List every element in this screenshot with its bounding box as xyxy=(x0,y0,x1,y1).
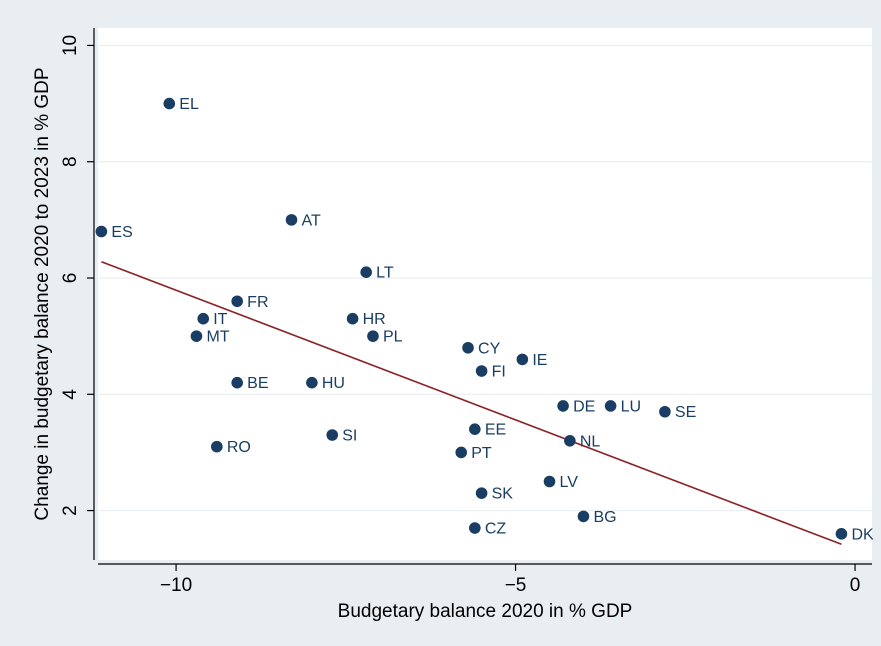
point-hu xyxy=(306,376,318,389)
point-ro xyxy=(211,440,223,453)
fit-line xyxy=(101,260,842,546)
point-pl xyxy=(367,330,379,342)
point-lt xyxy=(360,266,372,278)
point-label-si: SI xyxy=(342,427,357,444)
point-label-hr: HR xyxy=(363,311,386,328)
point-label-sk: SK xyxy=(492,486,514,503)
y-axis-title: Change in budgetary balance 2020 to 2023… xyxy=(32,67,53,520)
point-label-nl: NL xyxy=(580,433,601,450)
point-bg xyxy=(577,510,590,523)
point-be xyxy=(231,376,243,389)
gridlines xyxy=(98,44,872,512)
point-lv xyxy=(543,475,556,488)
point-pt xyxy=(455,446,468,459)
point-label-pt: PT xyxy=(471,445,492,462)
y-tick-label: 2 xyxy=(60,505,81,516)
x-tick-label: 0 xyxy=(850,575,861,596)
point-label-it: IT xyxy=(213,311,227,328)
point-it xyxy=(197,312,210,325)
point-nl xyxy=(564,435,576,447)
point-fr xyxy=(231,295,243,308)
point-ee xyxy=(469,423,481,435)
x-tick-label: −5 xyxy=(505,575,527,596)
point-cz xyxy=(469,522,481,534)
point-label-at: AT xyxy=(302,212,321,229)
point-label-se: SE xyxy=(675,404,696,421)
point-label-el: EL xyxy=(179,96,199,113)
y-tick-label: 4 xyxy=(60,389,81,400)
point-lu xyxy=(604,400,617,412)
y-tick-label: 8 xyxy=(60,156,81,167)
point-si xyxy=(326,429,339,441)
point-label-ie: IE xyxy=(532,352,547,369)
point-sk xyxy=(475,487,488,499)
x-axis-title: Budgetary balance 2020 in % GDP xyxy=(338,601,633,622)
point-de xyxy=(557,400,569,412)
point-label-dk: DK xyxy=(851,526,874,543)
point-label-ee: EE xyxy=(485,422,506,439)
point-hr xyxy=(346,312,359,325)
y-tick-label: 6 xyxy=(60,273,81,284)
point-fi xyxy=(475,365,488,377)
point-label-lt: LT xyxy=(376,265,394,282)
point-label-bg: BG xyxy=(593,509,616,526)
point-label-hu: HU xyxy=(322,375,345,392)
point-cy xyxy=(462,341,474,354)
y-tick-label: 10 xyxy=(60,35,81,56)
point-es xyxy=(95,225,108,238)
ticks: 2 4 6 8 10 −10 −5 0 xyxy=(60,35,860,596)
point-label-be: BE xyxy=(247,375,268,392)
point-label-fi: FI xyxy=(492,364,506,381)
fit-line-layer xyxy=(101,260,842,546)
point-label-de: DE xyxy=(573,398,595,415)
point-mt xyxy=(190,330,203,342)
x-tick-label: −10 xyxy=(160,575,192,596)
axes xyxy=(93,28,872,565)
point-label-ro: RO xyxy=(227,439,251,456)
point-label-pl: PL xyxy=(383,329,403,346)
point-label-cy: CY xyxy=(478,340,501,357)
point-dk xyxy=(835,528,848,540)
point-label-cz: CZ xyxy=(485,521,507,538)
point-el xyxy=(163,97,176,110)
point-label-mt: MT xyxy=(206,329,229,346)
point-label-fr: FR xyxy=(247,294,268,311)
point-label-lv: LV xyxy=(560,474,579,491)
plot-area xyxy=(98,28,872,560)
point-ie xyxy=(516,353,529,366)
point-at xyxy=(285,214,298,226)
point-label-lu: LU xyxy=(621,398,641,415)
point-label-es: ES xyxy=(111,224,132,241)
point-se xyxy=(659,405,671,418)
